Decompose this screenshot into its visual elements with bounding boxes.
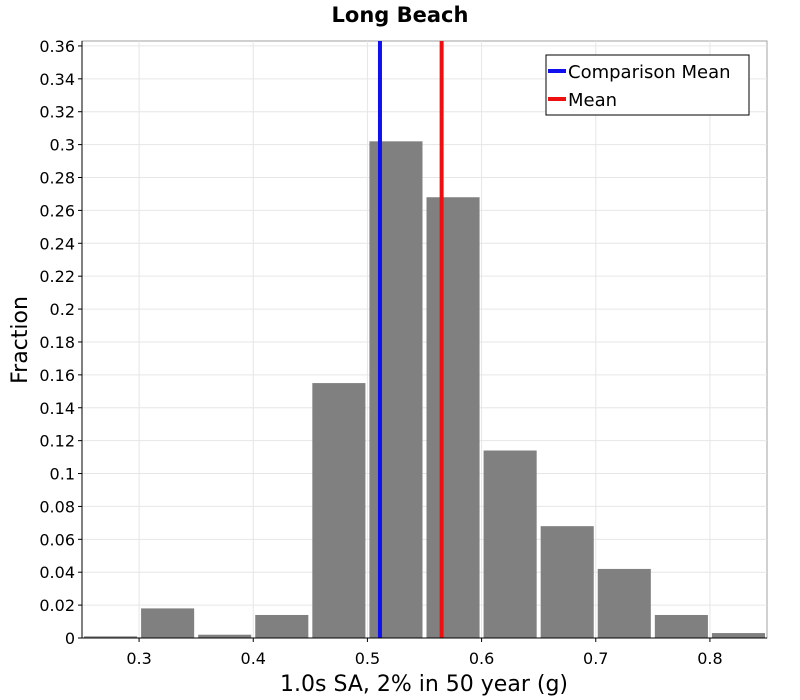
plot-area (81, 40, 768, 639)
y-tick-label: 0.06 (39, 530, 75, 549)
y-tick-label: 0.02 (39, 596, 75, 615)
histogram-bar (141, 608, 195, 638)
histogram-bar (312, 383, 366, 638)
y-tick-label: 0.36 (39, 37, 75, 56)
y-tick-label: 0.12 (39, 432, 75, 451)
y-tick-label: 0.28 (39, 169, 75, 188)
y-tick-label: 0.26 (39, 201, 75, 220)
y-tick-label: 0.2 (50, 300, 75, 319)
x-tick-label: 0.4 (241, 649, 266, 668)
y-tick-label: 0.16 (39, 366, 75, 385)
histogram-bar (540, 526, 594, 638)
histogram-bar (84, 636, 138, 638)
histogram-bar (426, 197, 480, 638)
y-axis-label: Fraction (8, 296, 33, 384)
y-tick-label: 0 (65, 629, 75, 648)
y-tick-label: 0.32 (39, 103, 75, 122)
histogram-bar (483, 450, 537, 638)
histogram-bar (198, 634, 252, 638)
x-tick-label: 0.5 (355, 649, 380, 668)
x-tick-label: 0.8 (697, 649, 722, 668)
y-tick-label: 0.04 (39, 563, 75, 582)
histogram-bar (654, 614, 708, 638)
legend-label: Mean (568, 90, 617, 111)
y-tick-label: 0.1 (50, 465, 75, 484)
legend-label: Comparison Mean (568, 62, 731, 83)
legend: Comparison Mean Mean (545, 54, 750, 116)
y-tick-label: 0.14 (39, 399, 75, 418)
histogram-bar (597, 568, 651, 638)
histogram-bar (369, 141, 423, 638)
histogram-bar (255, 614, 309, 638)
x-tick-label: 0.6 (469, 649, 494, 668)
y-tick-label: 0.18 (39, 333, 75, 352)
y-tick-label: 0.3 (50, 136, 75, 155)
y-tick-label: 0.34 (39, 70, 75, 89)
x-axis-label: 1.0s SA, 2% in 50 year (g) (280, 672, 568, 697)
y-tick-label: 0.22 (39, 267, 75, 286)
x-tick-label: 0.3 (126, 649, 151, 668)
legend-box (545, 54, 750, 116)
chart-title: Long Beach (332, 3, 469, 27)
histogram-bar (711, 633, 765, 638)
y-tick-label: 0.24 (39, 234, 75, 253)
x-tick-label: 0.7 (583, 649, 608, 668)
y-tick-label: 0.08 (39, 497, 75, 516)
